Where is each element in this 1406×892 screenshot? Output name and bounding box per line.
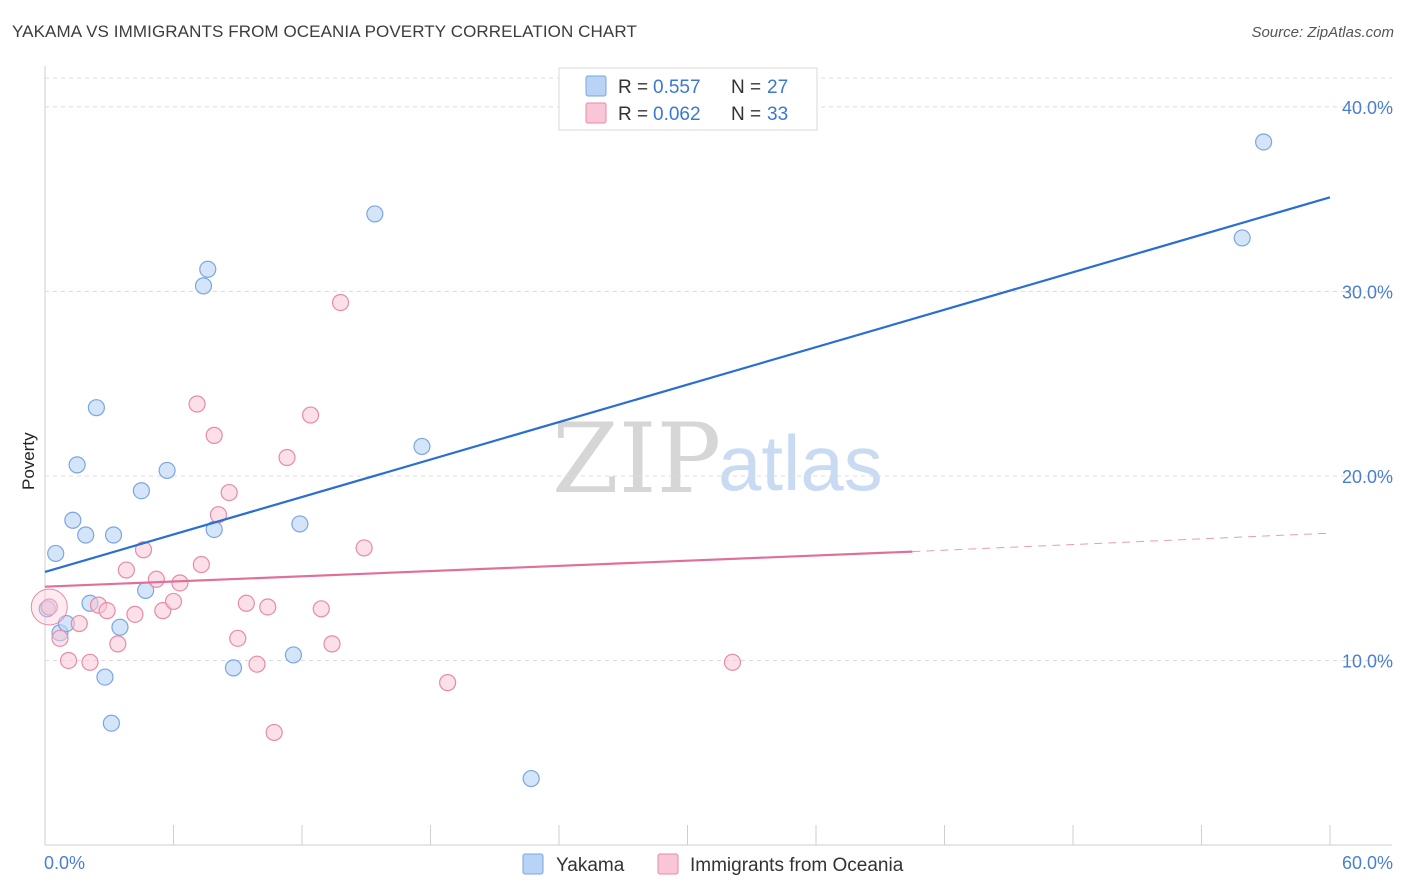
oceania-point [171,574,189,592]
oceania-point [355,539,373,557]
yakama-trend-line [44,196,1331,573]
x-tick-label-end: 60.0% [1342,853,1393,873]
legend-r-label-2: R = [618,104,648,125]
legend-r-value-1: 0.557 [653,77,701,98]
oceania-point [81,653,99,671]
yakama-point [111,618,129,636]
yakama-point [199,260,217,278]
oceania-point [301,406,320,424]
oceania-points [30,293,742,742]
bottom-legend-swatch-oceania [657,853,679,875]
oceania-point [723,653,742,671]
oceania-point [312,600,330,618]
y-tick-label: 10.0% [1342,651,1393,671]
trend-lines [44,196,1331,588]
yakama-point [291,515,309,533]
oceania-point [278,448,296,467]
x-tick-labels: 0.0% 60.0% [44,853,1393,873]
watermark-zip: ZIP [552,403,721,515]
oceania-point [237,594,255,612]
oceania-point [205,426,223,444]
oceania-point [259,598,277,616]
series-legend: Yakama Immigrants from Oceania [522,853,904,876]
bottom-legend-swatch-yakama [522,853,544,875]
y-tick-label: 40.0% [1342,98,1393,118]
oceania-point [109,635,127,653]
chart-title: YAKAMA VS IMMIGRANTS FROM OCEANIA POVERT… [12,22,637,41]
oceania-point [59,651,78,670]
oceania-point [229,629,247,647]
y-tick-labels: 10.0% 20.0% 30.0% 40.0% [1342,98,1393,672]
chart-source: Source: ZipAtlas.com [1251,24,1394,41]
yakama-point [1233,229,1251,247]
legend-n-value-2: 33 [767,104,788,125]
correlation-legend: R = 0.557 N = 27 R = 0.062 N = 33 [558,67,818,131]
yakama-point [47,544,65,563]
oceania-point [147,570,165,588]
legend-swatch-yakama [585,75,607,97]
yakama-point [224,659,243,677]
legend-n-label-1: N = [731,77,761,98]
oceania-point [134,541,153,559]
oceania-point [117,561,135,579]
yakama-point [96,668,114,686]
watermark-atlas: atlas [718,419,883,507]
oceania-trend-extension [912,532,1331,553]
oceania-point [188,395,206,413]
legend-r-label-1: R = [618,77,648,98]
yakama-point [64,511,82,529]
oceania-point-large [30,588,68,626]
oceania-point [164,592,183,611]
legend-n-value-1: 27 [767,77,788,98]
oceania-point [439,674,457,692]
yakama-point [1255,133,1273,151]
oceania-point [248,655,266,673]
axes [44,66,1392,846]
yakama-point [104,526,123,544]
legend-r-value-2: 0.062 [653,104,701,125]
yakama-point [102,714,120,732]
oceania-trend-line [44,550,913,588]
oceania-point [323,635,341,653]
yakama-points [38,133,1273,788]
x-tick-label-start: 0.0% [44,853,85,873]
yakama-point [87,399,106,417]
yakama-point [522,769,540,788]
yakama-point [366,205,384,223]
y-axis-label: Poverty [19,432,38,490]
oceania-point [98,602,116,620]
yakama-point [158,461,176,480]
oceania-point [220,483,238,502]
bottom-legend-label-oceania: Immigrants from Oceania [690,855,904,876]
yakama-point [132,482,150,500]
gridlines [45,77,1392,661]
oceania-point [70,614,88,633]
bottom-legend-label-yakama: Yakama [556,855,625,876]
oceania-point [51,629,69,647]
yakama-point [284,646,303,664]
yakama-point [77,526,95,544]
y-tick-label: 20.0% [1342,467,1393,487]
legend-swatch-oceania [585,102,607,124]
oceania-point [192,555,210,574]
oceania-point [40,598,58,616]
oceania-point [126,605,144,623]
yakama-point [68,456,86,474]
oceania-point [209,506,228,524]
y-tick-label: 30.0% [1342,282,1393,302]
oceania-point [331,293,350,312]
yakama-point [194,277,213,295]
yakama-point [413,437,431,456]
oceania-point [265,723,283,742]
legend-n-label-2: N = [731,104,761,125]
